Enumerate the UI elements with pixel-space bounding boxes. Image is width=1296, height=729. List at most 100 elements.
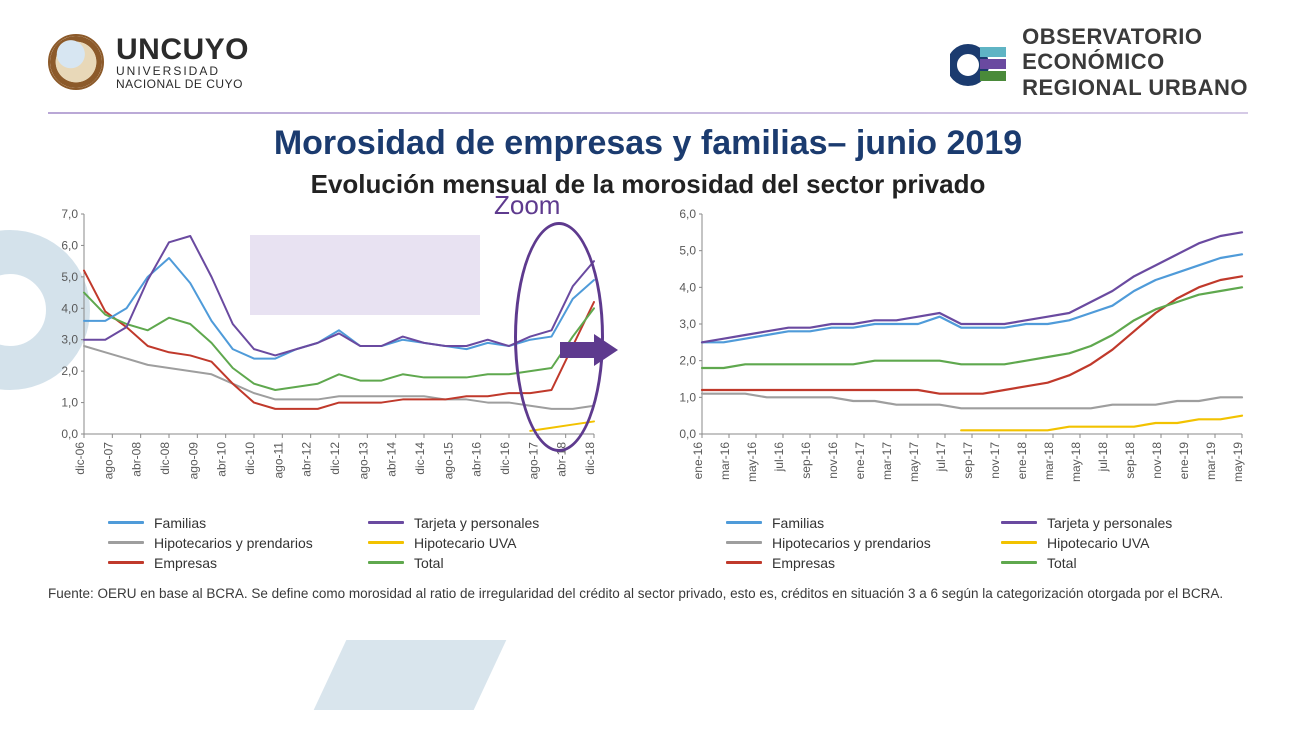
legend-item: Total bbox=[1001, 555, 1252, 571]
svg-text:2,0: 2,0 bbox=[61, 364, 78, 378]
charts-row: Zoom 0,01,02,03,04,05,06,07,0dic-06ago-0… bbox=[0, 200, 1296, 571]
svg-text:ene-19: ene-19 bbox=[1177, 442, 1191, 480]
chart-right-wrap: 0,01,02,03,04,05,06,0ene-16mar-16may-16j… bbox=[662, 204, 1252, 571]
svg-text:6,0: 6,0 bbox=[679, 207, 696, 221]
svg-text:abr-16: abr-16 bbox=[470, 442, 484, 477]
svg-text:ago-17: ago-17 bbox=[526, 442, 540, 480]
legend-item: Familias bbox=[108, 515, 344, 531]
svg-text:1,0: 1,0 bbox=[61, 395, 78, 409]
svg-text:dic-18: dic-18 bbox=[583, 442, 597, 475]
svg-text:3,0: 3,0 bbox=[679, 317, 696, 331]
svg-text:0,0: 0,0 bbox=[61, 427, 78, 441]
svg-text:ago-09: ago-09 bbox=[186, 442, 200, 480]
arrow-icon bbox=[560, 330, 620, 370]
legend-item: Total bbox=[368, 555, 604, 571]
footnote: Fuente: OERU en base al BCRA. Se define … bbox=[0, 571, 1296, 603]
legend-swatch bbox=[368, 541, 404, 544]
legend-item: Tarjeta y personales bbox=[1001, 515, 1252, 531]
legend-swatch bbox=[1001, 541, 1037, 544]
svg-text:5,0: 5,0 bbox=[679, 244, 696, 258]
svg-text:may-16: may-16 bbox=[745, 442, 759, 482]
svg-text:4,0: 4,0 bbox=[61, 301, 78, 315]
svg-text:mar-17: mar-17 bbox=[880, 442, 894, 480]
svg-text:sep-17: sep-17 bbox=[961, 442, 975, 479]
svg-text:jul-16: jul-16 bbox=[772, 442, 786, 473]
legend-label: Familias bbox=[772, 515, 824, 531]
legend-swatch bbox=[108, 541, 144, 544]
legend-label: Total bbox=[1047, 555, 1077, 571]
legend-item: Familias bbox=[726, 515, 977, 531]
logo-sub1: UNIVERSIDAD bbox=[116, 65, 249, 78]
svg-text:dic-08: dic-08 bbox=[158, 442, 172, 475]
legend-swatch bbox=[1001, 521, 1037, 524]
svg-text:2,0: 2,0 bbox=[679, 354, 696, 368]
svg-text:mar-19: mar-19 bbox=[1204, 442, 1218, 480]
legend-label: Hipotecario UVA bbox=[1047, 535, 1149, 551]
svg-text:jul-17: jul-17 bbox=[934, 442, 948, 473]
svg-text:3,0: 3,0 bbox=[61, 333, 78, 347]
svg-text:4,0: 4,0 bbox=[679, 280, 696, 294]
seal-icon bbox=[48, 34, 104, 90]
legend-label: Hipotecarios y prendarios bbox=[154, 535, 313, 551]
legend-item: Hipotecario UVA bbox=[368, 535, 604, 551]
legend-swatch bbox=[368, 521, 404, 524]
legend-swatch bbox=[726, 561, 762, 564]
svg-text:may-17: may-17 bbox=[907, 442, 921, 482]
legend-label: Tarjeta y personales bbox=[414, 515, 539, 531]
svg-text:1,0: 1,0 bbox=[679, 390, 696, 404]
svg-text:sep-18: sep-18 bbox=[1123, 442, 1137, 479]
svg-text:ago-07: ago-07 bbox=[101, 442, 115, 480]
svg-text:dic-16: dic-16 bbox=[498, 442, 512, 475]
page-title: Morosidad de empresas y familias– junio … bbox=[0, 124, 1296, 163]
logo-observatorio: OBSERVATORIO ECONÓMICO REGIONAL URBANO bbox=[950, 24, 1248, 100]
svg-text:6,0: 6,0 bbox=[61, 238, 78, 252]
svg-text:abr-14: abr-14 bbox=[385, 442, 399, 477]
legend-swatch bbox=[108, 561, 144, 564]
svg-text:5,0: 5,0 bbox=[61, 270, 78, 284]
svg-text:nov-16: nov-16 bbox=[826, 442, 840, 479]
svg-text:abr-08: abr-08 bbox=[130, 442, 144, 477]
svg-text:mar-18: mar-18 bbox=[1042, 442, 1056, 480]
svg-text:mar-16: mar-16 bbox=[718, 442, 732, 480]
legend-swatch bbox=[368, 561, 404, 564]
page-subtitle: Evolución mensual de la morosidad del se… bbox=[0, 169, 1296, 200]
legend-swatch bbox=[1001, 561, 1037, 564]
legend-item: Hipotecarios y prendarios bbox=[108, 535, 344, 551]
legend-label: Tarjeta y personales bbox=[1047, 515, 1172, 531]
legend-label: Empresas bbox=[772, 555, 835, 571]
logo-uncuyo: UNCUYO UNIVERSIDAD NACIONAL DE CUYO bbox=[48, 34, 249, 91]
legend-label: Familias bbox=[154, 515, 206, 531]
chart-right: 0,01,02,03,04,05,06,0ene-16mar-16may-16j… bbox=[662, 204, 1252, 504]
chart-left-wrap: Zoom 0,01,02,03,04,05,06,07,0dic-06ago-0… bbox=[44, 204, 604, 571]
legend-item: Tarjeta y personales bbox=[368, 515, 604, 531]
legend-left: Familias Tarjeta y personales Hipotecarios… bbox=[44, 515, 604, 571]
svg-text:abr-12: abr-12 bbox=[300, 442, 314, 477]
legend-label: Total bbox=[414, 555, 444, 571]
svg-text:7,0: 7,0 bbox=[61, 207, 78, 221]
svg-text:sep-16: sep-16 bbox=[799, 442, 813, 479]
legend-item: Hipotecario UVA bbox=[1001, 535, 1252, 551]
svg-text:nov-17: nov-17 bbox=[988, 442, 1002, 479]
legend-right: Familias Tarjeta y personales Hipotecarios… bbox=[662, 515, 1252, 571]
svg-text:ene-18: ene-18 bbox=[1015, 442, 1029, 480]
legend-item: Empresas bbox=[108, 555, 344, 571]
svg-text:dic-12: dic-12 bbox=[328, 442, 342, 475]
svg-text:dic-14: dic-14 bbox=[413, 442, 427, 475]
bg-decor-skew bbox=[314, 640, 507, 710]
legend-label: Hipotecarios y prendarios bbox=[772, 535, 931, 551]
zoom-label: Zoom bbox=[494, 190, 560, 221]
observatorio-icon bbox=[950, 33, 1008, 91]
svg-text:ene-17: ene-17 bbox=[853, 442, 867, 480]
svg-text:jul-18: jul-18 bbox=[1096, 442, 1110, 473]
legend-label: Empresas bbox=[154, 555, 217, 571]
logo-main: UNCUYO bbox=[116, 34, 249, 66]
logo-sub2: NACIONAL DE CUYO bbox=[116, 78, 249, 91]
legend-item: Empresas bbox=[726, 555, 977, 571]
svg-text:abr-10: abr-10 bbox=[215, 442, 229, 477]
obs-l2: ECONÓMICO bbox=[1022, 49, 1248, 74]
svg-text:0,0: 0,0 bbox=[679, 427, 696, 441]
legend-swatch bbox=[108, 521, 144, 524]
divider bbox=[48, 112, 1248, 114]
legend-swatch bbox=[726, 541, 762, 544]
header: UNCUYO UNIVERSIDAD NACIONAL DE CUYO OBSE… bbox=[0, 0, 1296, 108]
